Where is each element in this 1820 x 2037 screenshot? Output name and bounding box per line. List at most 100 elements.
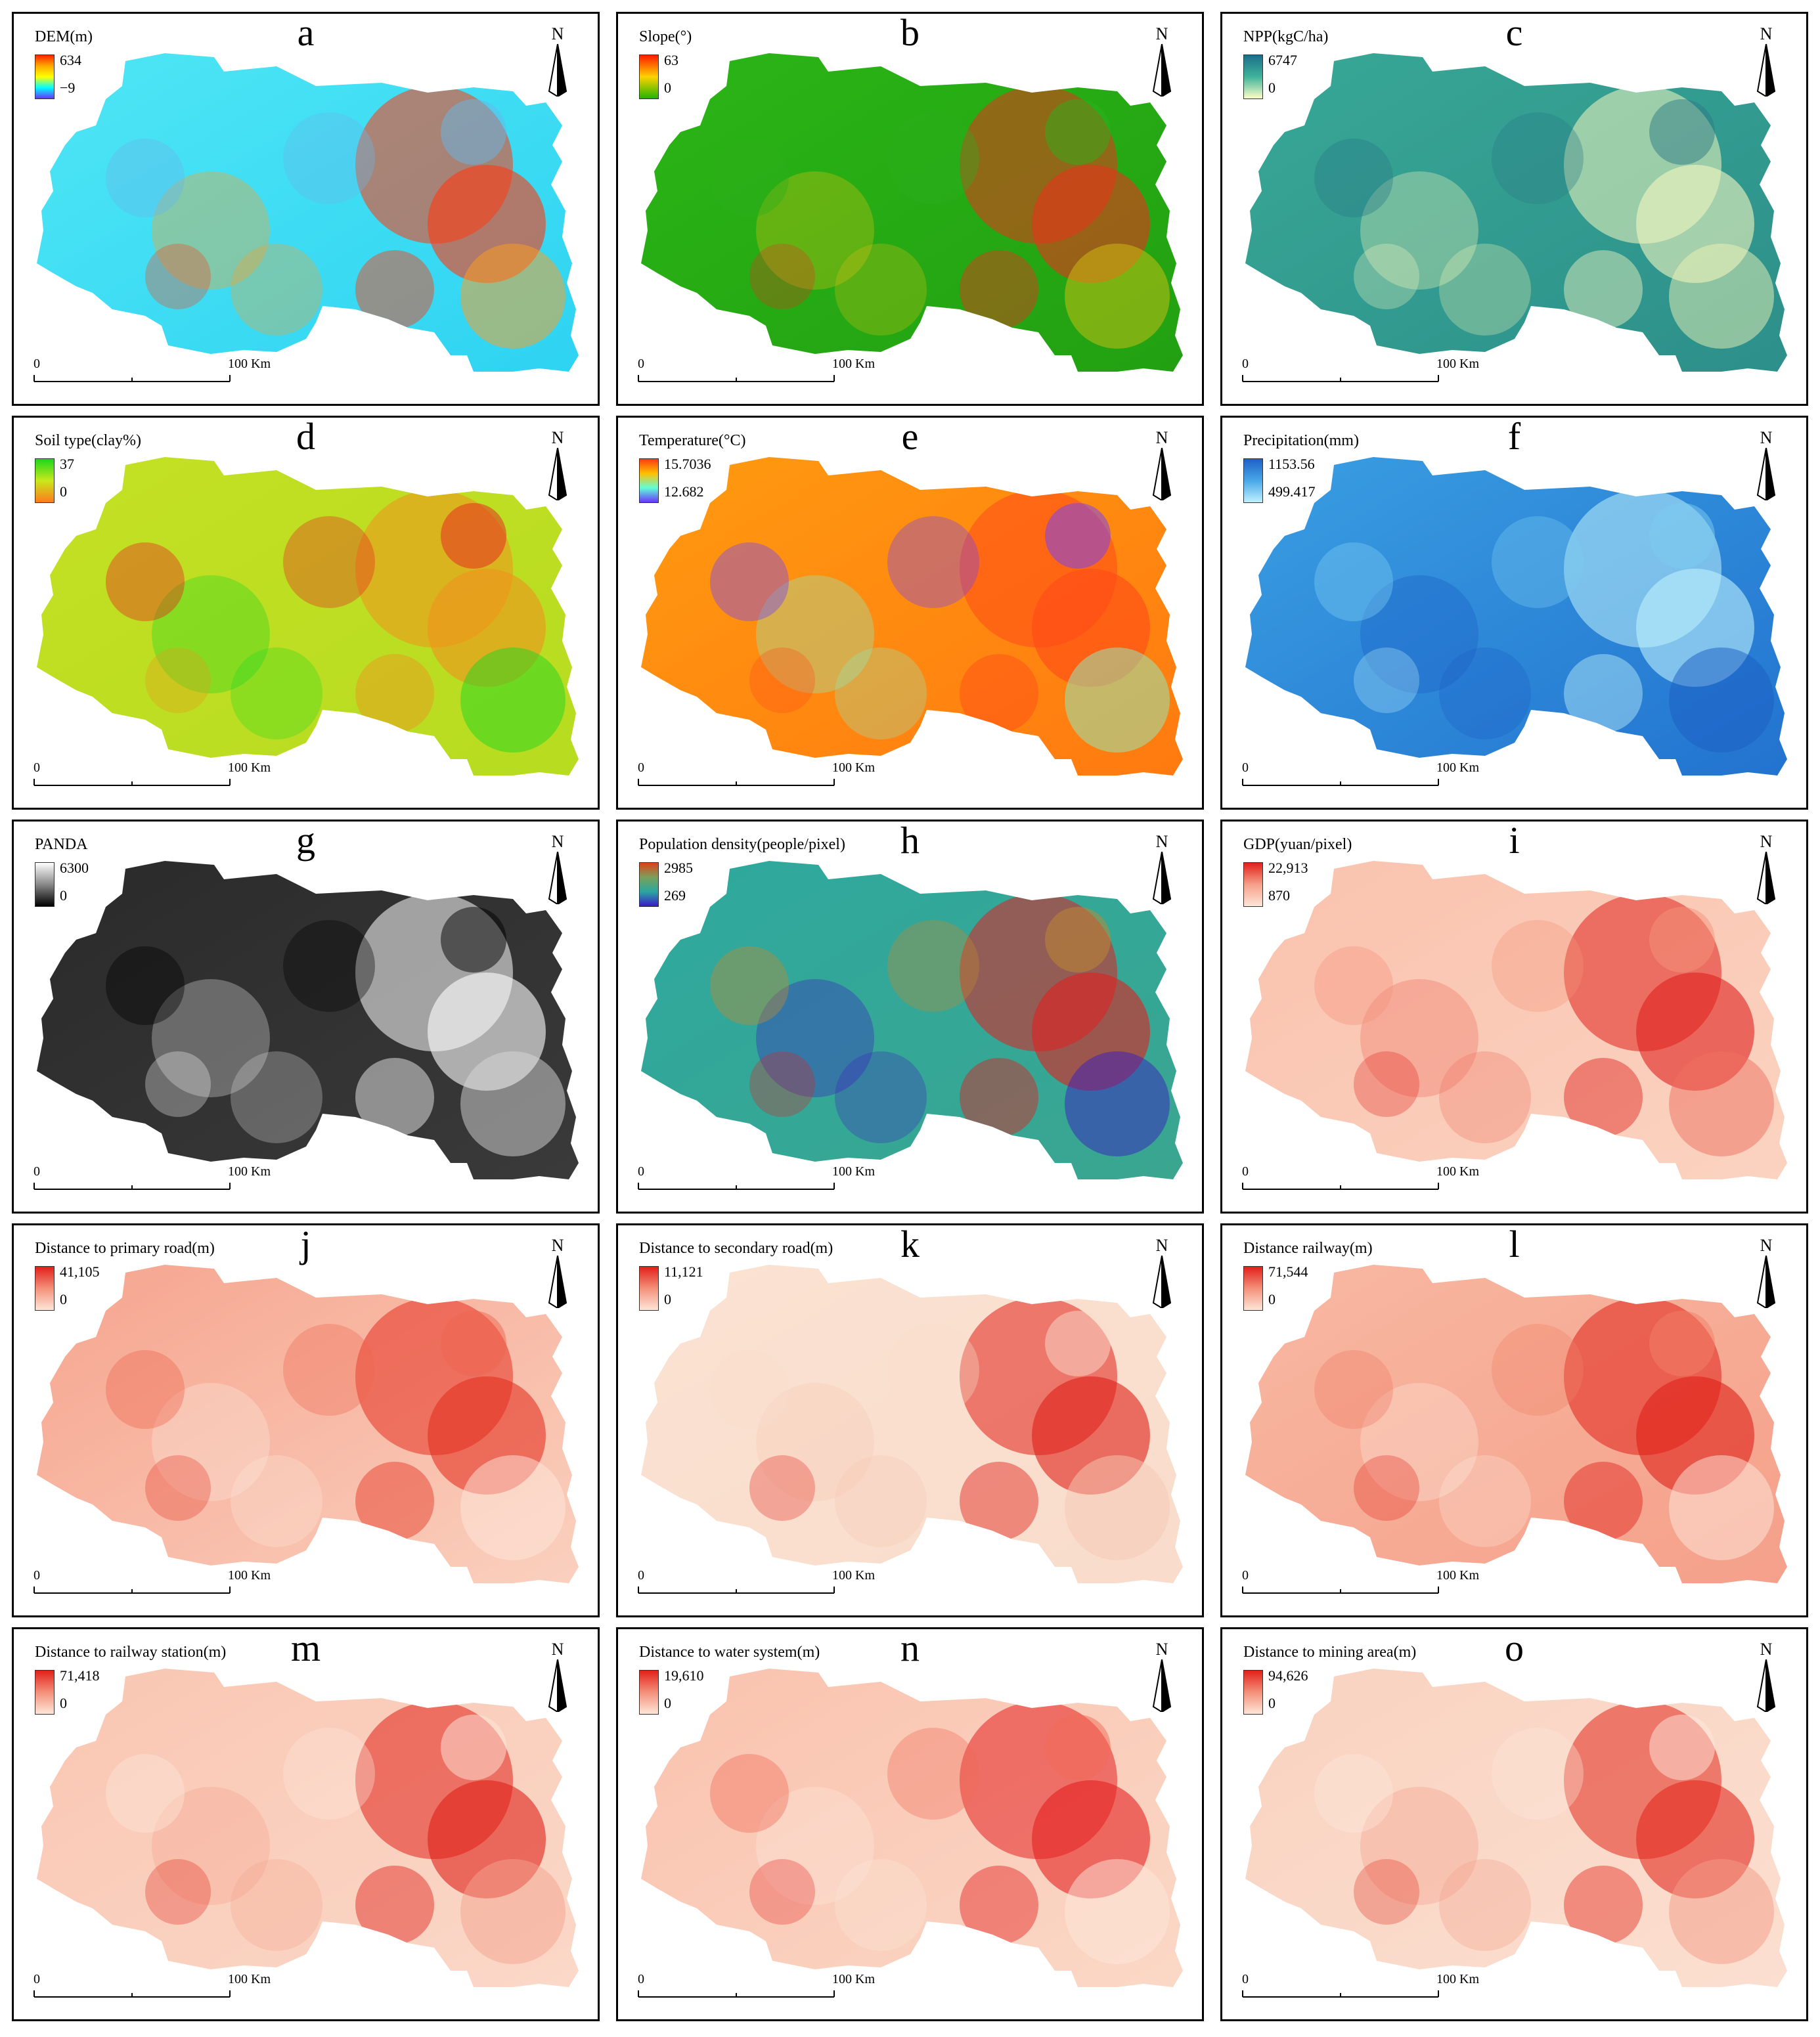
north-arrow-icon <box>1756 1256 1776 1308</box>
scale-bar-max: 100 Km <box>228 760 271 775</box>
scale-bar-max: 100 Km <box>832 760 875 775</box>
panel-letter: n <box>900 1627 920 1669</box>
panel-letter: g <box>296 820 315 862</box>
legend-max-value: 71,418 <box>60 1667 100 1684</box>
scale-bar-zero: 0 <box>638 1972 644 1986</box>
legend-color-ramp <box>1243 1266 1263 1311</box>
scale-bar-zero: 0 <box>638 1164 644 1179</box>
legend-title: Slope(°) <box>639 28 692 45</box>
scale-bar-zero: 0 <box>1242 1164 1249 1179</box>
scale-bar-line <box>1242 375 1439 382</box>
north-arrow: N <box>1145 1237 1178 1309</box>
legend-min-value: 0 <box>664 79 671 96</box>
panel-letter: l <box>1509 1223 1520 1265</box>
legend-min-value: 0 <box>60 483 67 500</box>
panel-letter: d <box>296 416 315 458</box>
scale-bar-zero: 0 <box>638 357 644 371</box>
north-arrow-icon <box>1152 1256 1172 1308</box>
north-arrow: N <box>1750 429 1783 502</box>
scale-bar-line <box>33 375 231 382</box>
legend-title: Distance railway(m) <box>1243 1240 1373 1257</box>
region-texture <box>106 86 566 349</box>
scale-bar: 0 100 Km <box>33 1972 271 2005</box>
legend-min-value: 0 <box>60 1291 67 1307</box>
legend-max-value: 2985 <box>664 860 693 876</box>
legend-min-value: 499.417 <box>1268 483 1316 500</box>
legend-color-ramp <box>639 1670 659 1715</box>
legend-max-value: 19,610 <box>664 1667 704 1684</box>
region-texture <box>710 490 1170 753</box>
north-arrow-icon <box>1756 1659 1776 1712</box>
map-panel-d: d Soil type(clay%) 37 0 N 0 100 Km <box>12 416 600 810</box>
map-panel-f: f Precipitation(mm) 1153.56 499.417 N 0 … <box>1220 416 1808 810</box>
legend-min-value: 0 <box>664 1291 671 1307</box>
north-arrow-icon <box>1152 448 1172 500</box>
scale-bar-zero: 0 <box>1242 1972 1249 1986</box>
panel-letter: m <box>290 1627 321 1669</box>
scale-bar-line <box>33 1587 231 1594</box>
scale-bar: 0 100 Km <box>1242 1568 1479 1601</box>
north-arrow-icon <box>1756 448 1776 500</box>
north-arrow-icon <box>548 1256 567 1308</box>
north-arrow: N <box>1145 429 1178 502</box>
map-region <box>1245 1669 1787 1987</box>
region-texture <box>710 1701 1170 1964</box>
legend-max-value: 634 <box>60 52 81 68</box>
map-region <box>37 1265 579 1583</box>
north-letter: N <box>551 1640 564 1659</box>
panel-letter: k <box>900 1223 920 1265</box>
map-panel-m: m Distance to railway station(m) 71,418 … <box>12 1627 600 2021</box>
map-region <box>1245 53 1787 372</box>
scale-bar: 0 100 Km <box>1242 760 1479 793</box>
legend-color-ramp <box>639 458 659 503</box>
legend-min-value: 0 <box>664 1695 671 1711</box>
north-letter: N <box>1155 428 1168 447</box>
legend-title: Distance to mining area(m) <box>1243 1644 1417 1661</box>
north-arrow-icon <box>548 1659 567 1712</box>
scale-bar-zero: 0 <box>33 1164 40 1179</box>
legend-max-value: 22,913 <box>1268 860 1308 876</box>
scale-bar: 0 100 Km <box>638 1164 875 1197</box>
panel-letter: c <box>1505 12 1523 54</box>
north-arrow: N <box>1145 26 1178 98</box>
scale-bar-max: 100 Km <box>228 357 271 371</box>
scale-bar-zero: 0 <box>1242 760 1249 775</box>
legend-min-value: 0 <box>1268 79 1276 96</box>
panel-letter: o <box>1505 1627 1524 1669</box>
scale-bar-line <box>638 1587 835 1594</box>
legend-color-ramp <box>1243 55 1263 99</box>
map-region <box>37 1669 579 1987</box>
legend-max-value: 94,626 <box>1268 1667 1308 1684</box>
north-arrow: N <box>1750 1641 1783 1713</box>
legend-title: Distance to railway station(m) <box>35 1644 227 1661</box>
north-letter: N <box>551 24 564 43</box>
scale-bar-max: 100 Km <box>228 1164 271 1179</box>
legend-title: Soil type(clay%) <box>35 432 141 449</box>
panel-letter: i <box>1509 820 1520 862</box>
north-arrow-icon <box>1756 852 1776 904</box>
legend-title: PANDA <box>35 836 88 853</box>
north-letter: N <box>1155 1640 1168 1659</box>
north-arrow: N <box>541 429 574 502</box>
legend-max-value: 15.7036 <box>664 456 711 472</box>
map-panel-c: c NPP(kgC/ha) 6747 0 N 0 100 Km <box>1220 12 1808 406</box>
scale-bar-zero: 0 <box>33 1568 40 1583</box>
north-letter: N <box>1155 832 1168 851</box>
scale-bar: 0 100 Km <box>1242 1164 1479 1197</box>
scale-bar-zero: 0 <box>33 1972 40 1986</box>
scale-bar-zero: 0 <box>33 760 40 775</box>
north-arrow-icon <box>1152 1659 1172 1712</box>
legend-title: Distance to water system(m) <box>639 1644 820 1661</box>
scale-bar-line <box>1242 1587 1439 1594</box>
map-region <box>37 53 579 372</box>
scale-bar-zero: 0 <box>638 760 644 775</box>
scale-bar: 0 100 Km <box>1242 1972 1479 2005</box>
legend-min-value: 12.682 <box>664 483 704 500</box>
legend-max-value: 63 <box>664 52 678 68</box>
scale-bar: 0 100 Km <box>33 760 271 793</box>
legend-color-ramp <box>35 458 55 503</box>
scale-bar-line <box>638 1183 835 1190</box>
scale-bar-line <box>33 779 231 786</box>
scale-bar-max: 100 Km <box>1436 1164 1479 1179</box>
north-arrow: N <box>541 1237 574 1309</box>
